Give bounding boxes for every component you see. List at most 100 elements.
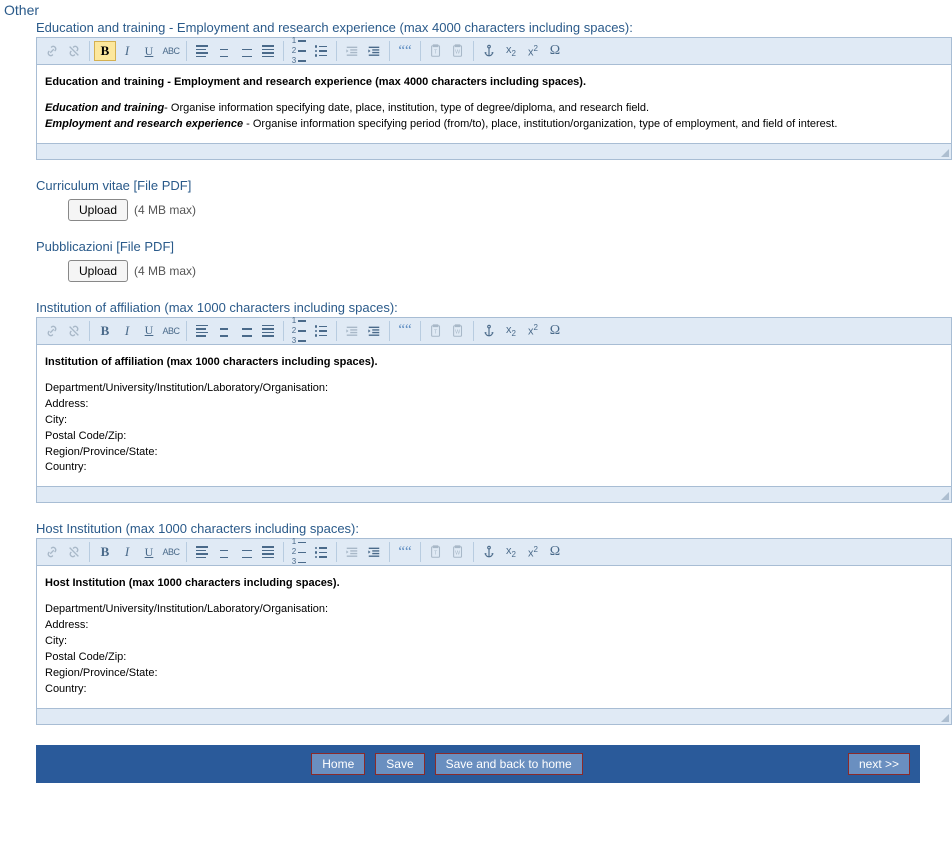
publications-upload-button[interactable]: Upload xyxy=(68,260,128,282)
indent-button[interactable] xyxy=(363,321,385,341)
education-label: Education and training - Employment and … xyxy=(36,20,952,35)
list-ol-button[interactable]: 123 xyxy=(288,542,310,562)
superscript-button[interactable]: x2 xyxy=(522,41,544,61)
list-ol-button[interactable]: 123 xyxy=(288,321,310,341)
specialchar-button[interactable]: Ω xyxy=(544,542,566,562)
paste-word-button: W xyxy=(447,321,469,341)
align-right-button[interactable] xyxy=(235,321,257,341)
bold-button[interactable]: B xyxy=(94,542,116,562)
education-field: Education and training - Employment and … xyxy=(36,20,952,160)
anchor-button[interactable] xyxy=(478,321,500,341)
education-editor: BIUABC123““TWx2x2Ω Education and trainin… xyxy=(36,37,952,160)
resize-handle[interactable] xyxy=(937,710,951,724)
list-ul-button[interactable] xyxy=(310,321,332,341)
strike-button[interactable]: ABC xyxy=(160,321,182,341)
align-right-button[interactable] xyxy=(235,41,257,61)
svg-text:W: W xyxy=(455,50,460,56)
link-button xyxy=(41,41,63,61)
list-ul-button[interactable] xyxy=(310,542,332,562)
align-right-button[interactable] xyxy=(235,542,257,562)
cv-label: Curriculum vitae [File PDF] xyxy=(36,178,952,193)
indent-button[interactable] xyxy=(363,542,385,562)
blockquote-button[interactable]: ““ xyxy=(394,321,416,341)
education-editor-body[interactable]: Education and training - Employment and … xyxy=(37,65,951,143)
bold-button[interactable]: B xyxy=(94,41,116,61)
link-button xyxy=(41,542,63,562)
publications-upload-hint: (4 MB max) xyxy=(134,264,196,278)
paste-text-button: T xyxy=(425,321,447,341)
save-button[interactable]: Save xyxy=(375,753,424,775)
affiliation-editor: BIUABC123““TWx2x2Ω Institution of affili… xyxy=(36,317,952,504)
svg-text:W: W xyxy=(455,329,460,335)
affiliation-editor-body[interactable]: Institution of affiliation (max 1000 cha… xyxy=(37,345,951,487)
list-ul-button[interactable] xyxy=(310,41,332,61)
publications-field: Pubblicazioni [File PDF] Upload (4 MB ma… xyxy=(36,239,952,282)
cv-field: Curriculum vitae [File PDF] Upload (4 MB… xyxy=(36,178,952,221)
editor-statusbar xyxy=(37,486,951,502)
underline-button[interactable]: U xyxy=(138,321,160,341)
paste-word-button: W xyxy=(447,542,469,562)
bold-button[interactable]: B xyxy=(94,321,116,341)
subscript-button[interactable]: x2 xyxy=(500,542,522,562)
editor-statusbar xyxy=(37,143,951,159)
resize-handle[interactable] xyxy=(937,145,951,159)
paste-text-button: T xyxy=(425,41,447,61)
affiliation-label: Institution of affiliation (max 1000 cha… xyxy=(36,300,952,315)
align-left-button[interactable] xyxy=(191,321,213,341)
unlink-button xyxy=(63,41,85,61)
cv-upload-hint: (4 MB max) xyxy=(134,203,196,217)
paste-word-button: W xyxy=(447,41,469,61)
blockquote-button[interactable]: ““ xyxy=(394,41,416,61)
unlink-button xyxy=(63,321,85,341)
host-label: Host Institution (max 1000 characters in… xyxy=(36,521,952,536)
specialchar-button[interactable]: Ω xyxy=(544,41,566,61)
align-justify-button[interactable] xyxy=(257,321,279,341)
resize-handle[interactable] xyxy=(937,488,951,502)
blockquote-button[interactable]: ““ xyxy=(394,542,416,562)
italic-button[interactable]: I xyxy=(116,41,138,61)
italic-button[interactable]: I xyxy=(116,321,138,341)
outdent-button xyxy=(341,321,363,341)
align-justify-button[interactable] xyxy=(257,41,279,61)
subscript-button[interactable]: x2 xyxy=(500,321,522,341)
underline-button[interactable]: U xyxy=(138,542,160,562)
align-left-button[interactable] xyxy=(191,41,213,61)
align-center-button[interactable] xyxy=(213,41,235,61)
align-justify-button[interactable] xyxy=(257,542,279,562)
svg-text:T: T xyxy=(434,551,438,557)
home-button[interactable]: Home xyxy=(311,753,365,775)
bottom-action-bar: Home Save Save and back to home next >> xyxy=(36,745,920,783)
indent-button[interactable] xyxy=(363,41,385,61)
editor-statusbar xyxy=(37,708,951,724)
outdent-button xyxy=(341,41,363,61)
svg-text:T: T xyxy=(434,50,438,56)
superscript-button[interactable]: x2 xyxy=(522,542,544,562)
unlink-button xyxy=(63,542,85,562)
underline-button[interactable]: U xyxy=(138,41,160,61)
save-back-button[interactable]: Save and back to home xyxy=(435,753,583,775)
affiliation-field: Institution of affiliation (max 1000 cha… xyxy=(36,300,952,504)
subscript-button[interactable]: x2 xyxy=(500,41,522,61)
align-center-button[interactable] xyxy=(213,542,235,562)
anchor-button[interactable] xyxy=(478,542,500,562)
list-ol-button[interactable]: 123 xyxy=(288,41,310,61)
strike-button[interactable]: ABC xyxy=(160,542,182,562)
superscript-button[interactable]: x2 xyxy=(522,321,544,341)
host-field: Host Institution (max 1000 characters in… xyxy=(36,521,952,725)
anchor-button[interactable] xyxy=(478,41,500,61)
italic-button[interactable]: I xyxy=(116,542,138,562)
link-button xyxy=(41,321,63,341)
strike-button[interactable]: ABC xyxy=(160,41,182,61)
align-center-button[interactable] xyxy=(213,321,235,341)
cv-upload-button[interactable]: Upload xyxy=(68,199,128,221)
affiliation-toolbar: BIUABC123““TWx2x2Ω xyxy=(37,318,951,345)
host-toolbar: BIUABC123““TWx2x2Ω xyxy=(37,539,951,566)
host-editor-body[interactable]: Host Institution (max 1000 characters in… xyxy=(37,566,951,708)
specialchar-button[interactable]: Ω xyxy=(544,321,566,341)
outdent-button xyxy=(341,542,363,562)
align-left-button[interactable] xyxy=(191,542,213,562)
education-toolbar: BIUABC123““TWx2x2Ω xyxy=(37,38,951,65)
svg-text:W: W xyxy=(455,551,460,557)
host-editor: BIUABC123““TWx2x2Ω Host Institution (max… xyxy=(36,538,952,725)
next-button[interactable]: next >> xyxy=(848,753,910,775)
